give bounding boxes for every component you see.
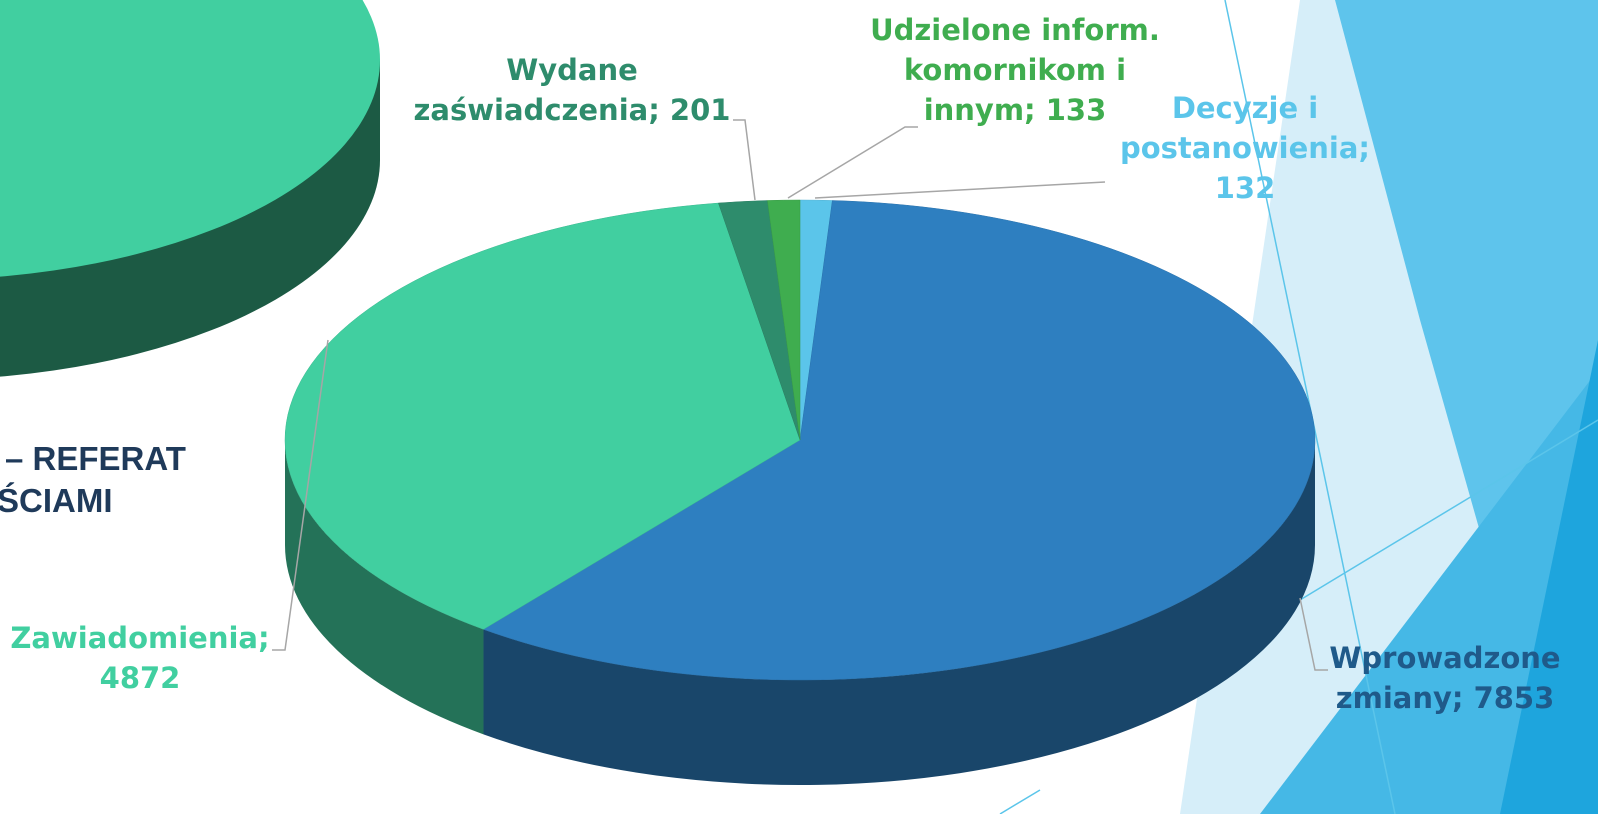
data-label: Wydane zaświadczenia; 201 <box>402 50 742 130</box>
data-label: Udzielone inform. komornikom i innym; 13… <box>855 10 1175 130</box>
data-label: Wprowadzone zmiany; 7853 <box>1320 638 1570 718</box>
slide-title: – REFERAT <box>5 440 186 478</box>
slide-title: ŚCIAMI <box>0 482 113 520</box>
slide: – REFERAT ŚCIAMI Decyzje i postanowienia… <box>0 0 1598 814</box>
pie <box>285 200 1315 785</box>
data-label: Zawiadomienia; 4872 <box>0 618 280 698</box>
